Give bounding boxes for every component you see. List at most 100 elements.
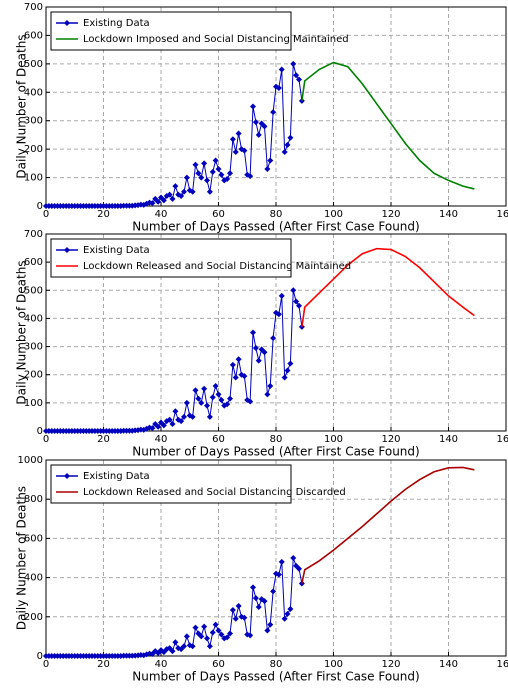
data-point: [241, 373, 248, 380]
legend-label: Existing Data: [83, 245, 150, 256]
x-tick-label: 80: [270, 659, 283, 670]
legend-label: Lockdown Released and Social Distancing …: [83, 261, 351, 272]
y-tick-label: 200: [24, 144, 43, 155]
data-point: [290, 555, 297, 561]
y-axis-label: Daily Number of Deaths: [15, 260, 29, 404]
x-tick-label: 80: [270, 209, 283, 220]
data-point: [215, 391, 222, 398]
x-tick-label: 20: [97, 434, 110, 445]
data-point: [267, 157, 274, 164]
data-point: [247, 173, 254, 180]
legend: Existing Data Lockdown Imposed and Social…: [50, 11, 349, 51]
data-point: [172, 183, 179, 190]
data-point: [198, 633, 205, 640]
data-point: [183, 399, 190, 406]
data-point: [209, 168, 216, 175]
data-point: [183, 174, 190, 181]
data-point: [198, 174, 205, 181]
data-point: [264, 627, 271, 634]
x-tick-label: 160: [496, 659, 508, 670]
data-point: [149, 200, 156, 207]
x-tick-label: 140: [439, 659, 458, 670]
data-point: [275, 571, 282, 578]
data-point: [250, 329, 256, 336]
data-point: [229, 361, 236, 368]
data-point: [227, 170, 233, 177]
x-tick-label: 100: [324, 659, 343, 670]
x-tick-label: 60: [212, 659, 225, 670]
data-point: [250, 584, 256, 591]
data-point: [204, 402, 210, 409]
data-point: [149, 425, 156, 432]
data-point: [252, 344, 259, 351]
data-point: [183, 633, 190, 640]
subplot: 0 100 200 300 400 500 600 700 0 20 40 60 80 100 120 140…: [15, 2, 508, 234]
data-point: [178, 193, 185, 200]
data-point: [189, 413, 196, 420]
data-point: [229, 606, 236, 613]
legend-box: [50, 464, 292, 504]
data-point: [235, 130, 242, 137]
x-tick-label: 0: [43, 659, 49, 670]
data-point: [255, 131, 262, 138]
y-tick-label: 600: [24, 533, 43, 544]
data-point: [229, 136, 236, 143]
x-tick-label: 60: [212, 434, 225, 445]
data-point: [192, 161, 199, 168]
data-point: [195, 395, 202, 402]
data-point: [218, 397, 225, 404]
x-tick-label: 100: [324, 434, 343, 445]
data-point: [201, 385, 208, 392]
data-point: [224, 401, 231, 408]
series-line: [301, 466, 475, 584]
data-point: [198, 399, 205, 406]
data-point: [250, 103, 256, 110]
subplot: 0 100 200 300 400 500 600 700 0 20 40 60 80 100 120 140…: [15, 229, 508, 459]
y-tick-label: 400: [24, 573, 43, 584]
data-point: [270, 588, 277, 595]
data-point: [189, 188, 196, 195]
data-point: [172, 408, 179, 415]
data-point: [206, 188, 213, 195]
x-tick-label: 120: [381, 659, 400, 670]
data-point: [284, 610, 291, 617]
data-point: [227, 395, 233, 402]
legend: Existing Data Lockdown Released and Socia…: [50, 238, 351, 278]
legend-label: Lockdown Imposed and Social Distancing M…: [83, 34, 349, 45]
data-point: [212, 382, 219, 389]
data-point: [270, 109, 277, 116]
y-tick-label: 200: [24, 370, 43, 381]
y-tick-label: 300: [24, 342, 43, 353]
data-point: [287, 134, 294, 141]
data-point: [296, 302, 302, 309]
data-point: [267, 621, 274, 628]
data-point: [278, 292, 285, 299]
data-point: [255, 604, 262, 610]
x-tick-label: 20: [97, 209, 110, 220]
data-point: [155, 198, 162, 205]
y-tick-label: 500: [24, 59, 43, 70]
x-tick-label: 120: [381, 434, 400, 445]
x-tick-label: 160: [496, 434, 508, 445]
data-point: [293, 72, 300, 79]
x-tick-label: 40: [155, 659, 168, 670]
data-point: [155, 423, 162, 430]
data-point: [275, 85, 282, 92]
y-tick-label: 1000: [18, 455, 43, 466]
data-point: [181, 413, 187, 420]
data-point: [281, 374, 288, 381]
data-point: [261, 123, 268, 130]
data-point: [169, 420, 176, 427]
data-point: [287, 605, 294, 612]
legend-marker: [64, 473, 70, 479]
data-point: [169, 648, 176, 655]
data-point: [264, 391, 271, 398]
x-tick-label: 100: [324, 209, 343, 220]
y-tick-label: 0: [37, 201, 43, 212]
y-tick-label: 500: [24, 285, 43, 296]
legend-marker: [64, 247, 70, 253]
data-point: [290, 60, 297, 67]
data-point: [160, 422, 167, 429]
y-tick-label: 100: [24, 398, 43, 409]
x-tick-label: 140: [439, 209, 458, 220]
